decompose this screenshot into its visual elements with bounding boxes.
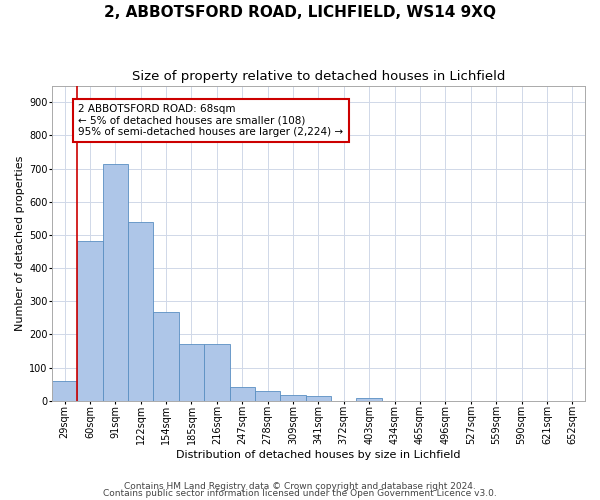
Text: Contains HM Land Registry data © Crown copyright and database right 2024.: Contains HM Land Registry data © Crown c… [124,482,476,491]
Title: Size of property relative to detached houses in Lichfield: Size of property relative to detached ho… [132,70,505,83]
Bar [255,391,280,401]
Y-axis label: Number of detached properties: Number of detached properties [15,156,25,331]
Text: 2, ABBOTSFORD ROAD, LICHFIELD, WS14 9XQ: 2, ABBOTSFORD ROAD, LICHFIELD, WS14 9XQ [104,5,496,20]
Bar [356,398,382,401]
Bar [306,396,331,401]
Text: 2 ABBOTSFORD ROAD: 68sqm
← 5% of detached houses are smaller (108)
95% of semi-d: 2 ABBOTSFORD ROAD: 68sqm ← 5% of detache… [79,104,344,137]
Bar [230,386,255,401]
Bar [154,312,179,401]
X-axis label: Distribution of detached houses by size in Lichfield: Distribution of detached houses by size … [176,450,461,460]
Bar [77,240,103,401]
Bar [52,381,77,401]
Text: Contains public sector information licensed under the Open Government Licence v3: Contains public sector information licen… [103,489,497,498]
Bar [179,344,204,401]
Bar [103,164,128,401]
Bar [280,395,306,401]
Bar [128,222,154,401]
Bar [204,344,230,401]
